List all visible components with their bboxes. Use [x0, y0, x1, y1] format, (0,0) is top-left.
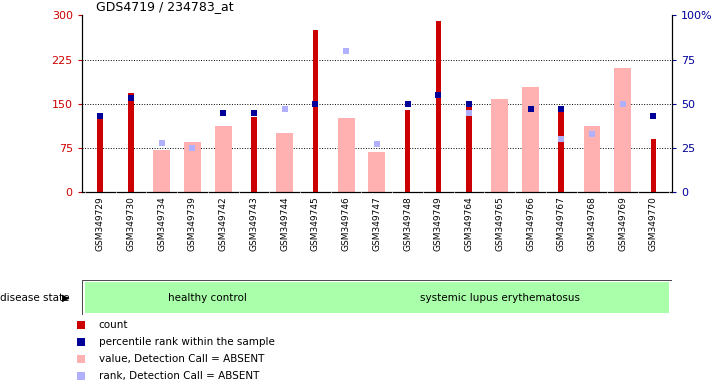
Text: GSM349767: GSM349767	[557, 197, 566, 251]
Bar	[614, 68, 631, 192]
Text: GSM349742: GSM349742	[219, 197, 228, 251]
Text: GSM349748: GSM349748	[403, 197, 412, 251]
Text: systemic lupus erythematosus: systemic lupus erythematosus	[419, 293, 579, 303]
Bar	[491, 99, 508, 192]
Bar	[215, 126, 232, 192]
Bar	[313, 30, 318, 192]
Text: GSM349747: GSM349747	[373, 197, 381, 251]
Bar	[368, 152, 385, 192]
Bar	[558, 109, 564, 192]
Bar	[128, 93, 134, 192]
Bar	[154, 150, 170, 192]
Text: GSM349745: GSM349745	[311, 197, 320, 251]
Text: GSM349764: GSM349764	[464, 197, 474, 251]
Text: healthy control: healthy control	[169, 293, 247, 303]
Bar	[276, 133, 293, 192]
Text: count: count	[99, 320, 128, 330]
Text: GSM349768: GSM349768	[587, 197, 597, 251]
Text: GSM349730: GSM349730	[127, 197, 135, 251]
Bar	[184, 142, 201, 192]
Bar	[405, 109, 410, 192]
Text: GSM349743: GSM349743	[250, 197, 258, 251]
Bar	[251, 117, 257, 192]
Text: percentile rank within the sample: percentile rank within the sample	[99, 337, 274, 347]
Text: ▶: ▶	[62, 293, 70, 303]
Text: GSM349746: GSM349746	[341, 197, 351, 251]
Bar	[331, 282, 669, 313]
Bar	[97, 113, 103, 192]
Bar	[338, 118, 355, 192]
Bar	[466, 105, 472, 192]
Text: GSM349729: GSM349729	[96, 197, 105, 251]
Text: GSM349749: GSM349749	[434, 197, 443, 251]
Text: GSM349769: GSM349769	[619, 197, 627, 251]
Text: GDS4719 / 234783_at: GDS4719 / 234783_at	[96, 0, 234, 13]
Text: GSM349739: GSM349739	[188, 197, 197, 251]
Bar	[584, 126, 600, 192]
Text: GSM349765: GSM349765	[496, 197, 504, 251]
Text: rank, Detection Call = ABSENT: rank, Detection Call = ABSENT	[99, 371, 260, 381]
Bar	[522, 87, 539, 192]
Bar	[85, 282, 331, 313]
Text: GSM349766: GSM349766	[526, 197, 535, 251]
Bar	[436, 21, 441, 192]
Text: GSM349770: GSM349770	[649, 197, 658, 251]
Text: GSM349744: GSM349744	[280, 197, 289, 251]
Text: value, Detection Call = ABSENT: value, Detection Call = ABSENT	[99, 354, 264, 364]
Text: GSM349734: GSM349734	[157, 197, 166, 251]
Bar	[651, 139, 656, 192]
Text: disease state: disease state	[0, 293, 70, 303]
